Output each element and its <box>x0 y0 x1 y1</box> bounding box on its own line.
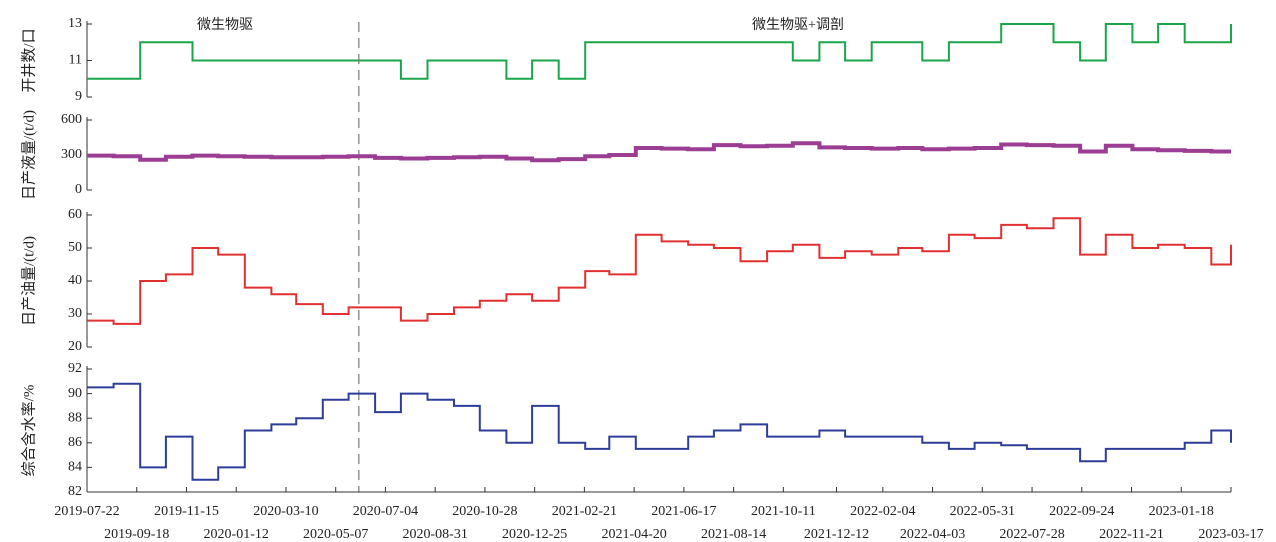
x-tick-label: 2020-03-10 <box>253 504 318 519</box>
x-tick-label: 2023-03-17 <box>1198 527 1263 542</box>
x-tick-label: 2020-07-04 <box>353 504 418 519</box>
y-tick-label: 40 <box>68 273 82 288</box>
x-tick-label: 2019-09-18 <box>104 527 169 542</box>
x-tick-label: 2020-08-31 <box>403 527 468 542</box>
x-tick-label: 2022-09-24 <box>1049 504 1114 519</box>
y-tick-label: 30 <box>68 306 82 321</box>
x-tick-label: 2022-07-28 <box>999 527 1064 542</box>
x-tick-label: 2022-05-31 <box>950 504 1015 519</box>
x-tick-label: 2021-08-14 <box>701 527 766 542</box>
annotation: 微生物驱 <box>197 17 253 33</box>
x-tick-label: 2019-11-15 <box>154 504 219 519</box>
x-tick-label: 2021-10-11 <box>751 504 816 519</box>
x-tick-label: 2022-02-04 <box>850 504 915 519</box>
x-tick-label: 2020-05-07 <box>303 527 368 542</box>
y-tick-label: 300 <box>61 147 82 162</box>
y-tick-label: 90 <box>68 386 82 401</box>
x-tick-label: 2020-10-28 <box>452 504 517 519</box>
x-tick-label: 2021-02-21 <box>552 504 617 519</box>
x-tick-label: 2021-12-12 <box>804 527 869 542</box>
x-tick-label: 2019-07-22 <box>54 504 119 519</box>
y-tick-label: 0 <box>75 182 82 197</box>
y-tick-label: 600 <box>61 112 82 127</box>
y-tick-label: 82 <box>68 484 82 499</box>
data-line <box>87 217 1232 325</box>
x-tick-label: 2020-01-12 <box>204 527 269 542</box>
y-axis-label: 综合含水率/% <box>20 385 37 477</box>
y-tick-label: 20 <box>68 339 82 354</box>
y-tick-label: 13 <box>68 16 82 31</box>
annotation: 微生物驱+调剖 <box>752 17 844 33</box>
x-tick-label: 2021-04-20 <box>601 527 666 542</box>
y-axis-label: 开井数/口 <box>20 28 37 92</box>
x-tick-label: 2021-06-17 <box>651 504 716 519</box>
y-tick-label: 86 <box>68 435 82 450</box>
y-tick-label: 9 <box>75 89 82 104</box>
y-tick-label: 84 <box>68 460 82 475</box>
y-axis-label: 日产液量/(t/d) <box>20 110 37 200</box>
y-tick-label: 88 <box>68 410 82 425</box>
x-tick-label: 2022-11-21 <box>1099 527 1164 542</box>
y-tick-label: 11 <box>69 53 82 68</box>
x-tick-label: 2022-04-03 <box>900 527 965 542</box>
y-tick-label: 92 <box>68 361 82 376</box>
y-axis-label: 日产油量/(t/d) <box>20 236 37 326</box>
data-line <box>87 141 1231 163</box>
x-tick-label: 2023-01-18 <box>1149 504 1214 519</box>
y-tick-label: 50 <box>68 240 82 255</box>
y-tick-label: 60 <box>68 207 82 222</box>
data-line <box>87 23 1232 80</box>
data-line <box>87 382 1232 481</box>
x-tick-label: 2020-12-25 <box>502 527 567 542</box>
